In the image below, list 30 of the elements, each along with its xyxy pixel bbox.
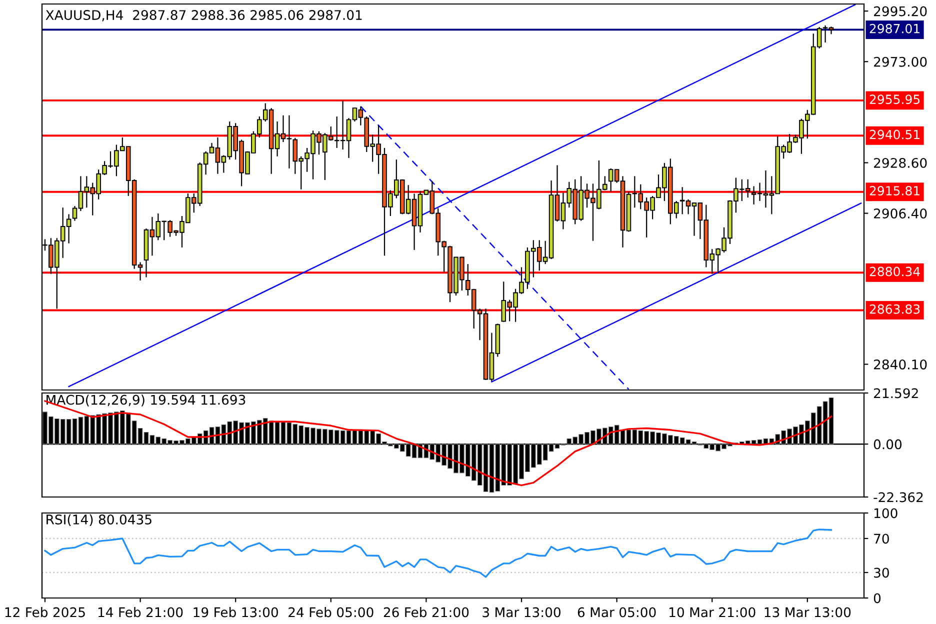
ref-line-label: 2940.51 [870,130,920,140]
x-tick-label: 12 Feb 2025 [5,607,85,618]
ref-line-label: 2987.01 [870,24,920,34]
x-tick-label: 3 Mar 13:00 [482,607,560,618]
y-tick-label: 21.592 [874,388,918,398]
x-tick-label: 24 Feb 05:00 [288,607,374,618]
x-tick-label: 13 Mar 13:00 [764,607,851,618]
y-tick-label: 0.00 [874,439,902,450]
ref-line-label: 2955.95 [870,94,920,104]
ref-line-label: 2880.34 [870,266,920,276]
ref-line-label: 2863.83 [870,304,920,314]
y-tick-label: 2995.20 [874,6,927,16]
y-tick-label: -22.362 [874,492,923,502]
x-tick-label: 19 Feb 13:00 [194,607,278,618]
chart-title: RSI(14) 80.0435 [46,514,152,526]
x-tick-label: 14 Feb 21:00 [98,607,183,618]
y-tick-label: 2906.40 [874,208,927,218]
y-tick-label: 30 [874,568,889,578]
ref-line-label: 2915.81 [870,186,920,196]
x-tick-label: 26 Feb 21:00 [384,607,469,618]
y-tick-label: 70 [874,534,889,544]
y-tick-label: 2928.60 [874,158,927,168]
x-tick-label: 10 Mar 21:00 [670,607,756,618]
x-tick-label: 6 Mar 05:00 [578,607,656,618]
y-tick-label: 100 [874,508,898,518]
chart-title: XAUUSD,H4 2987.87 2988.36 2985.06 2987.01 [46,10,362,22]
y-tick-label: 0 [874,593,881,604]
y-tick-label: 2840.10 [874,359,927,370]
y-tick-label: 2973.00 [874,56,927,67]
chart-title: MACD(12,26,9) 19.594 11.693 [46,394,246,406]
